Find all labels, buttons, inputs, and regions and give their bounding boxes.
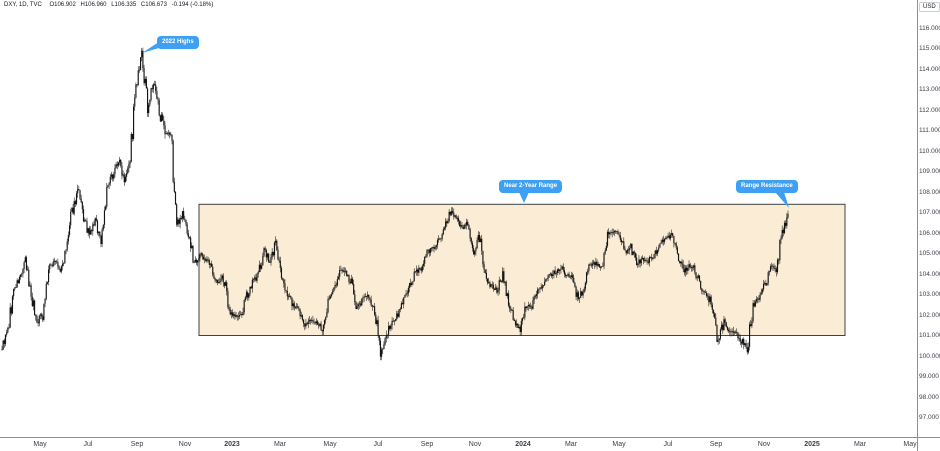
symbol-title: DXY, 1D, TVC <box>4 2 42 8</box>
chart-plot-area[interactable]: DXY, 1D, TVC O106.902 H106.960 L106.335 … <box>0 0 917 437</box>
price-axis-label: 106.000 <box>919 229 940 237</box>
time-axis-tick: Mar <box>853 441 867 448</box>
time-axis-tick: Jul <box>663 441 673 448</box>
time-axis-tick: May <box>323 441 337 448</box>
time-axis-tick: Sep <box>130 441 144 448</box>
price-axis-label: 111.000 <box>919 127 940 134</box>
price-axis-label: 101.000 <box>919 332 940 339</box>
symbol-legend[interactable]: DXY, 1D, TVC O106.902 H106.960 L106.335 … <box>4 2 216 8</box>
time-axis-tick: Jul <box>373 441 383 448</box>
time-axis-tick: Mar <box>273 441 287 448</box>
callout-2022-highs-tail-icon <box>142 42 159 53</box>
price-axis-label: 110.000 <box>919 147 940 155</box>
callout-range-resistance-tail-icon <box>775 192 789 208</box>
price-axis-label: 114.000 <box>919 65 940 73</box>
currency-badge: USD <box>919 2 940 12</box>
price-axis-label: 102.000 <box>919 311 940 319</box>
price-axis-label: 116.000 <box>919 24 940 32</box>
time-axis-tick: Nov <box>178 441 192 448</box>
callout-range-resistance[interactable]: Range Resistance <box>736 180 798 193</box>
price-axis-label: 109.000 <box>919 168 940 175</box>
time-axis-tick: 2023 <box>224 441 240 448</box>
price-axis-label: 104.000 <box>919 270 940 278</box>
time-axis-tick: Jul <box>83 441 93 448</box>
quote-change: -0.194 (-0.18%) <box>171 2 214 8</box>
time-axis-tick: Nov <box>468 441 482 448</box>
price-axis-label: 107.000 <box>919 209 940 216</box>
candlestick-chart[interactable] <box>0 0 917 437</box>
time-axis[interactable]: May Jul Sep Nov 2023 Mar May Jul Sep Nov 2024 Mar Ma… <box>0 438 940 451</box>
time-axis-tick: Mar <box>564 441 578 448</box>
price-axis-label: 97.000 <box>919 414 939 421</box>
price-axis-label: 100.000 <box>919 352 940 360</box>
time-axis-tick: Sep <box>420 441 434 448</box>
time-axis-tick: Sep <box>709 441 723 448</box>
callout-range-resistance-label: Range Resistance <box>741 183 793 189</box>
price-axis-separator <box>917 0 918 451</box>
quote-low: L106.335 <box>111 2 137 8</box>
price-axis-label: 103.000 <box>919 291 940 298</box>
range-box[interactable] <box>198 203 846 336</box>
callout-near-2-year-range-label: Near 2-Year Range <box>504 183 558 189</box>
time-axis-tick: 2024 <box>515 441 531 448</box>
time-axis-tick: May <box>903 441 917 448</box>
price-axis-label: 113.000 <box>919 86 940 93</box>
time-axis-tick: 2025 <box>804 441 820 448</box>
price-axis-label: 98.000 <box>919 393 939 401</box>
quote-open: O106.902 <box>49 2 76 8</box>
callout-2022-highs-label: 2022 Highs <box>162 39 194 45</box>
candle-bodies <box>1 50 789 357</box>
price-axis-label: 99.000 <box>919 373 939 380</box>
price-axis[interactable]: USD 116.000 115.000 114.000 113.000 112.000 1… <box>918 0 940 437</box>
price-axis-label: 108.000 <box>919 188 940 196</box>
callout-near-2-year-range-tail-icon <box>519 192 529 203</box>
price-axis-label: 112.000 <box>919 106 940 114</box>
callout-2022-highs[interactable]: 2022 Highs <box>157 36 199 49</box>
price-axis-label: 105.000 <box>919 250 940 257</box>
time-axis-tick: Nov <box>757 441 771 448</box>
time-axis-tick: May <box>33 441 47 448</box>
time-axis-tick: May <box>612 441 626 448</box>
quote-close: C106.673 <box>140 2 167 8</box>
quote-high: H106.960 <box>80 2 107 8</box>
time-axis-separator <box>0 437 940 438</box>
price-axis-label: 115.000 <box>919 45 940 52</box>
callout-near-2-year-range[interactable]: Near 2-Year Range <box>499 180 563 193</box>
